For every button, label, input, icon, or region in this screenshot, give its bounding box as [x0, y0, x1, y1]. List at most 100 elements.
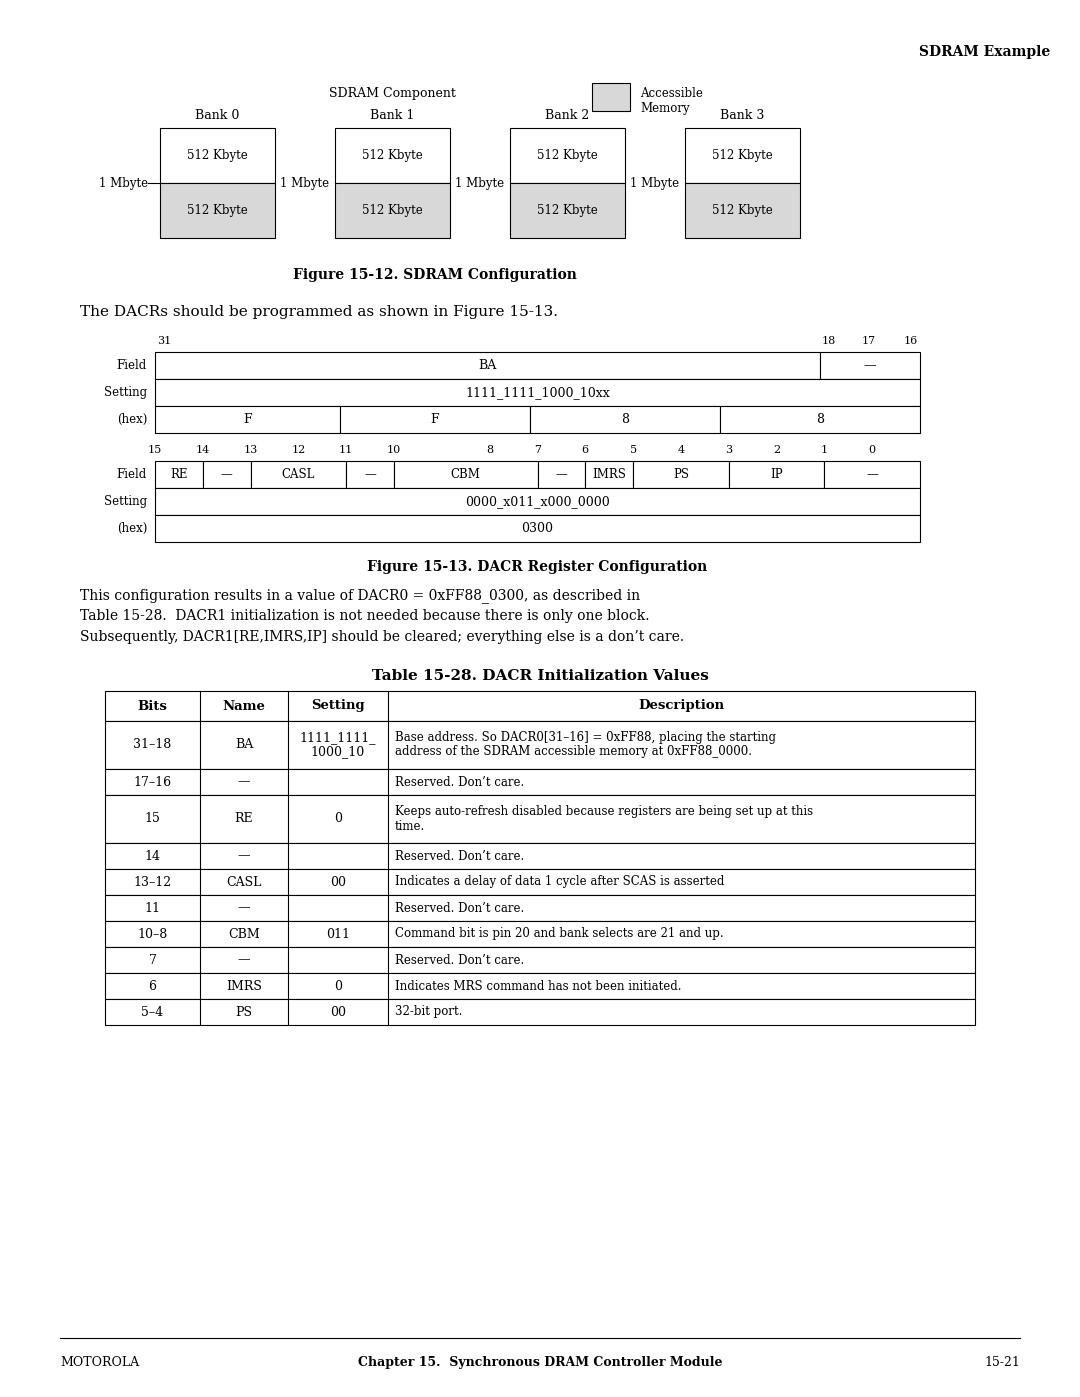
Bar [510, 183, 625, 237]
Bar [105, 999, 975, 1025]
Text: —: — [238, 849, 251, 862]
Bar [160, 183, 275, 237]
Bar [633, 461, 729, 488]
Text: —: — [220, 468, 232, 481]
Text: 8: 8 [486, 446, 494, 455]
Bar [530, 407, 720, 433]
Text: 15: 15 [145, 813, 161, 826]
Bar [685, 183, 800, 237]
Bar [394, 461, 538, 488]
Text: Field: Field [117, 468, 147, 481]
Text: 1000_10: 1000_10 [311, 746, 365, 759]
Text: 4: 4 [677, 446, 685, 455]
Text: 1: 1 [821, 446, 828, 455]
Text: 512 Kbyte: 512 Kbyte [537, 149, 598, 162]
Text: 00: 00 [330, 876, 346, 888]
Bar [335, 183, 450, 237]
Text: 0: 0 [334, 813, 342, 826]
Text: Base address. So DACR0[31–16] = 0xFF88, placing the starting: Base address. So DACR0[31–16] = 0xFF88, … [395, 732, 777, 745]
Text: Figure 15-12. SDRAM Configuration: Figure 15-12. SDRAM Configuration [293, 268, 577, 282]
Bar [729, 461, 824, 488]
Text: 15-21: 15-21 [984, 1356, 1020, 1369]
Text: 512 Kbyte: 512 Kbyte [537, 204, 598, 217]
Text: 14: 14 [195, 446, 210, 455]
Text: IP: IP [770, 468, 783, 481]
Text: BA: BA [477, 359, 496, 372]
Bar [585, 461, 633, 488]
Text: 512 Kbyte: 512 Kbyte [362, 204, 423, 217]
Bar [105, 972, 975, 999]
Text: Table 15-28.  DACR1 initialization is not needed because there is only one block: Table 15-28. DACR1 initialization is not… [80, 609, 649, 623]
Text: 1 Mbyte: 1 Mbyte [99, 176, 148, 190]
Text: 1 Mbyte: 1 Mbyte [456, 176, 504, 190]
Bar [156, 352, 820, 379]
Text: 512 Kbyte: 512 Kbyte [187, 204, 248, 217]
Text: SDRAM Example: SDRAM Example [919, 45, 1050, 59]
Text: time.: time. [395, 820, 426, 833]
Text: Chapter 15.  Synchronous DRAM Controller Module: Chapter 15. Synchronous DRAM Controller … [357, 1356, 723, 1369]
Text: Bank 0: Bank 0 [195, 109, 240, 122]
Text: Indicates MRS command has not been initiated.: Indicates MRS command has not been initi… [395, 979, 681, 992]
Text: 00: 00 [330, 1006, 346, 1018]
Text: 15: 15 [148, 446, 162, 455]
Text: 512 Kbyte: 512 Kbyte [187, 149, 248, 162]
Text: Accessible
Memory: Accessible Memory [640, 87, 703, 115]
Text: The DACRs should be programmed as shown in Figure 15-13.: The DACRs should be programmed as shown … [80, 305, 558, 319]
Bar [510, 129, 625, 183]
Text: 0: 0 [334, 979, 342, 992]
Text: —: — [866, 468, 878, 481]
Text: Reserved. Don’t care.: Reserved. Don’t care. [395, 954, 524, 967]
Text: Bank 1: Bank 1 [370, 109, 415, 122]
Text: 1 Mbyte: 1 Mbyte [631, 176, 679, 190]
Bar [156, 461, 203, 488]
Text: Table 15-28. DACR Initialization Values: Table 15-28. DACR Initialization Values [372, 669, 708, 683]
Text: 32-bit port.: 32-bit port. [395, 1006, 462, 1018]
Bar [105, 895, 975, 921]
Text: 1111_1111_1000_10xx: 1111_1111_1000_10xx [465, 386, 610, 400]
Text: 0300: 0300 [522, 522, 554, 535]
Bar [156, 379, 920, 407]
Text: RE: RE [234, 813, 254, 826]
Text: 5–4: 5–4 [141, 1006, 163, 1018]
Text: 17–16: 17–16 [134, 775, 172, 788]
Bar [105, 921, 975, 947]
Text: 011: 011 [326, 928, 350, 940]
Text: 6: 6 [149, 979, 157, 992]
Text: CBM: CBM [228, 928, 260, 940]
Text: IMRS: IMRS [226, 979, 262, 992]
Bar [347, 461, 394, 488]
Text: 14: 14 [145, 849, 161, 862]
Text: 6: 6 [582, 446, 589, 455]
Text: CASL: CASL [282, 468, 315, 481]
Text: 31: 31 [157, 337, 172, 346]
Text: 7: 7 [534, 446, 541, 455]
Text: Bits: Bits [137, 700, 167, 712]
Text: Keeps auto-refresh disabled because registers are being set up at this: Keeps auto-refresh disabled because regi… [395, 806, 813, 819]
Text: Bank 3: Bank 3 [720, 109, 765, 122]
Text: —: — [864, 359, 876, 372]
Text: Reserved. Don’t care.: Reserved. Don’t care. [395, 775, 524, 788]
Text: 10: 10 [387, 446, 401, 455]
Text: 2: 2 [773, 446, 780, 455]
Text: (hex): (hex) [117, 522, 147, 535]
Text: Reserved. Don’t care.: Reserved. Don’t care. [395, 901, 524, 915]
Bar [538, 461, 585, 488]
Bar [685, 129, 800, 183]
Text: 8: 8 [621, 414, 629, 426]
Text: IMRS: IMRS [592, 468, 626, 481]
Text: PS: PS [235, 1006, 253, 1018]
Bar [251, 461, 347, 488]
Text: 31–18: 31–18 [133, 739, 172, 752]
Text: 8: 8 [816, 414, 824, 426]
Text: 11: 11 [339, 446, 353, 455]
Text: address of the SDRAM accessible memory at 0xFF88_0000.: address of the SDRAM accessible memory a… [395, 746, 752, 759]
Text: 13: 13 [243, 446, 258, 455]
Text: —: — [238, 901, 251, 915]
Bar [335, 129, 450, 183]
Bar [105, 795, 975, 842]
Text: 0: 0 [868, 446, 876, 455]
Bar [592, 82, 630, 110]
Text: Setting: Setting [104, 386, 147, 400]
Bar [160, 129, 275, 183]
Text: 1 Mbyte: 1 Mbyte [281, 176, 329, 190]
